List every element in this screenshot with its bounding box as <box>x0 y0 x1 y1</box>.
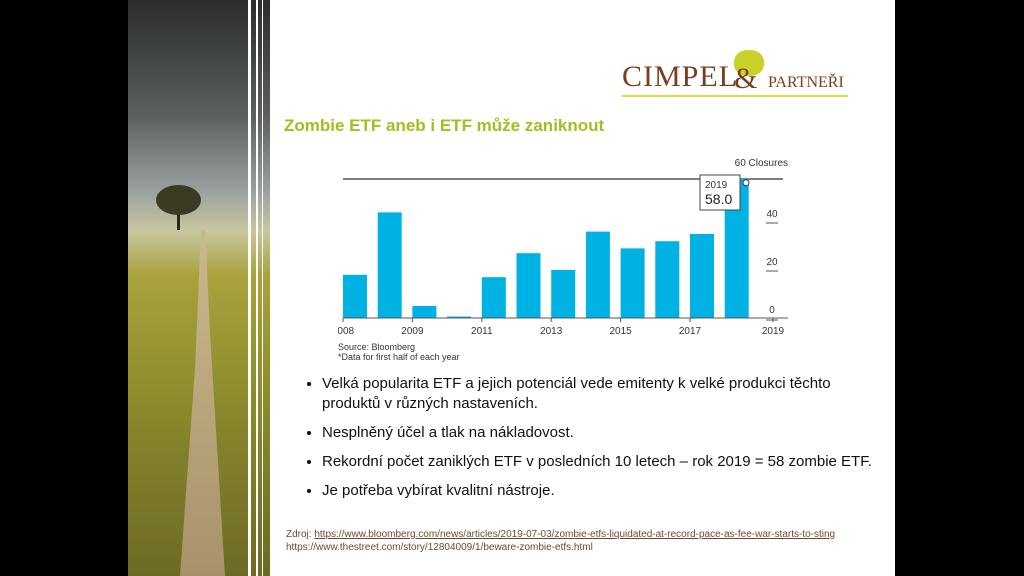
bullet-item: Nesplněný účel a tlak na nákladovost. <box>322 423 882 443</box>
x-tick-label: 2008 <box>338 326 355 337</box>
bar-2012 <box>481 277 506 318</box>
x-tick-label: 2017 <box>679 326 702 337</box>
x-tick-label: 2011 <box>471 326 493 337</box>
x-tick-label: 2013 <box>540 326 563 337</box>
logo-amp: & <box>734 62 758 95</box>
bar-2013 <box>516 253 541 318</box>
sources: Zdroj: https://www.bloomberg.com/news/ar… <box>286 528 856 554</box>
tooltip-point <box>742 179 750 187</box>
bullet-item: Rekordní počet zaniklých ETF v posledníc… <box>322 452 882 472</box>
bar-2018 <box>690 234 714 318</box>
tree-trunk <box>177 210 180 230</box>
bar-chart: 60 Closures 0 20 40 2008 2009 2011 2013 2015 2017… <box>338 158 788 362</box>
bullet-item: Je potřeba vybírat kvalitní nástroje. <box>322 481 882 501</box>
divider-line <box>262 0 263 576</box>
x-tick-label: 2015 <box>609 326 632 337</box>
source-link-thestreet[interactable]: https://www.thestreet.com/story/12804009… <box>286 542 593 553</box>
bar-2014 <box>551 270 576 318</box>
sources-label: Zdroj: <box>286 529 312 540</box>
bar-2015 <box>585 231 610 318</box>
bar-2010 <box>412 306 437 318</box>
logo-underline <box>622 95 848 97</box>
tooltip-year: 2019 <box>705 180 728 191</box>
bar-2016 <box>620 248 645 318</box>
tooltip-box <box>699 174 741 211</box>
bullet-list: Velká popularita ETF a jejich potenciál … <box>298 374 882 510</box>
logo-leaf-icon <box>734 50 764 76</box>
y-tick-label: 0 <box>769 305 775 316</box>
road-image <box>180 230 225 576</box>
slide: CIMPEL & PARTNEŘI Zombie ETF aneb i ETF … <box>128 0 895 576</box>
source-link-bloomberg[interactable]: https://www.bloomberg.com/news/articles/… <box>314 529 836 540</box>
logo-name: CIMPEL <box>622 60 739 93</box>
x-tick-label: 2009 <box>401 326 424 337</box>
slide-title: Zombie ETF aneb i ETF může zaniknout <box>284 116 605 135</box>
bar-2017 <box>655 241 680 318</box>
decorative-photo <box>128 0 270 576</box>
logo-partner: PARTNEŘI <box>768 74 844 91</box>
tree-image <box>156 185 201 215</box>
bar-2011 <box>447 316 472 318</box>
chart-footnote: *Data for first half of each year <box>338 352 460 362</box>
y-tick-label: 20 <box>766 257 778 268</box>
divider-line <box>248 0 251 576</box>
bullet-item: Velká popularita ETF a jejich potenciál … <box>322 374 882 414</box>
y-tick-label: 40 <box>766 209 778 220</box>
divider-line <box>256 0 258 576</box>
reference-label: 60 Closures <box>735 158 788 169</box>
company-logo: CIMPEL & PARTNEŘI <box>622 50 852 97</box>
bar-2008 <box>343 274 367 318</box>
tooltip-value: 58.0 <box>705 191 732 207</box>
bar-2009 <box>377 212 402 318</box>
x-tick-label: 2019 <box>762 326 785 337</box>
chart-source: Source: Bloomberg <box>338 342 415 352</box>
